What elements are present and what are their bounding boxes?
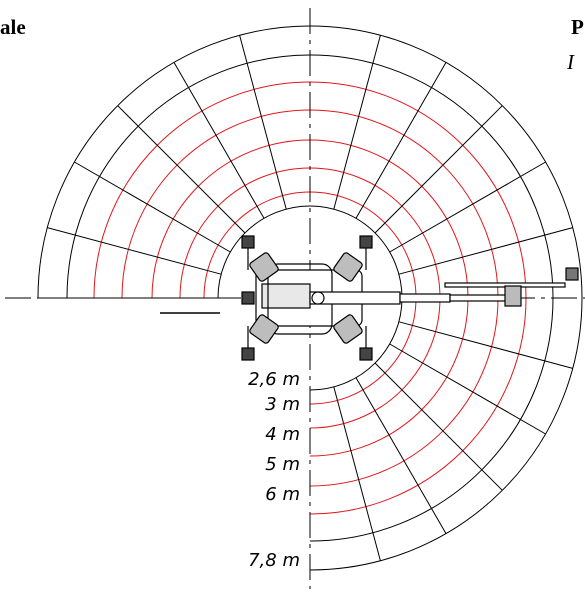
- left-heading-fragment: ale: [0, 15, 26, 39]
- spoke-5: [173, 62, 265, 219]
- spoke-11: [398, 227, 573, 275]
- radius-labels: 2,6 m 3 m 4 m 5 m 6 m 7,8 m: [248, 369, 300, 571]
- stabilizer-pad-lr: [241, 347, 255, 361]
- spoke-4: [117, 105, 246, 234]
- spoke-7: [333, 35, 381, 210]
- track-rear-left: [249, 314, 279, 344]
- spoke-14: [374, 362, 503, 491]
- spoke-10: [389, 161, 546, 253]
- spoke-12: [398, 321, 573, 369]
- boom-section-2: [399, 293, 451, 303]
- stabilizer-pad-lm: [241, 291, 255, 305]
- radius-label: 3 m: [265, 394, 300, 415]
- cab: [261, 283, 311, 309]
- platform-tip: [565, 267, 579, 281]
- spoke-16: [333, 386, 381, 561]
- platform-basket: [504, 285, 522, 307]
- spoke-13: [389, 343, 546, 435]
- spoke-3: [74, 161, 231, 253]
- machine-top-view: [241, 235, 579, 361]
- spoke-9: [374, 105, 503, 234]
- track-front-left: [249, 252, 279, 282]
- right-subheading-fragment: I: [567, 50, 574, 74]
- stabilizer-pad-rr: [359, 347, 373, 361]
- radius-label: 7,8 m: [248, 550, 300, 571]
- radius-label: 5 m: [265, 454, 300, 475]
- outer-arc-1: [37, 25, 583, 571]
- radius-label: 2,6 m: [248, 369, 300, 390]
- stabilizer-pad-rf: [359, 235, 373, 249]
- spoke-2: [47, 227, 222, 275]
- right-heading-fragment: P: [571, 15, 584, 39]
- spoke-8: [355, 62, 447, 219]
- spoke-6: [239, 35, 287, 210]
- spoke-15: [355, 377, 447, 534]
- radius-label: 4 m: [265, 424, 300, 445]
- track-front-right: [333, 252, 363, 282]
- radius-label: 6 m: [265, 484, 300, 505]
- boom-pivot: [311, 291, 325, 305]
- track-rear-right: [333, 314, 363, 344]
- radial-division-lines: [38, 35, 573, 561]
- stabilizer-pad-lf: [241, 235, 255, 249]
